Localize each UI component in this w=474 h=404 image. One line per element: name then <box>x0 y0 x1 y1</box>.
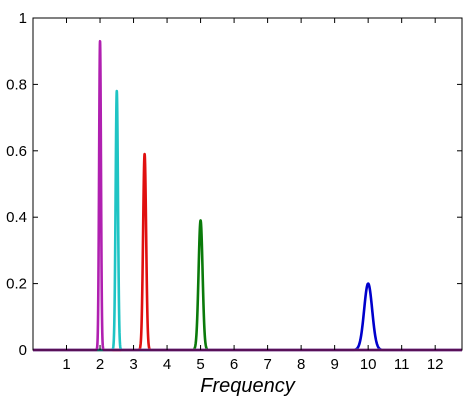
series-layer <box>32 39 463 352</box>
y-tick-label: 1 <box>19 10 27 27</box>
x-tick-label: 2 <box>96 356 104 373</box>
x-tick-label: 1 <box>62 356 70 373</box>
plot-frame <box>32 17 463 351</box>
x-axis: 1 2 3 4 5 6 7 8 9 10 11 12 <box>62 18 444 373</box>
x-tick-label: 6 <box>230 356 238 373</box>
x-tick-label: 9 <box>330 356 338 373</box>
x-tick-label: 10 <box>360 356 377 373</box>
x-tick-label: 8 <box>297 356 305 373</box>
series-line-5 <box>32 39 463 352</box>
x-tick-label: 11 <box>394 356 410 373</box>
x-axis-title: Frequency <box>200 375 295 397</box>
y-tick-label: 0.8 <box>6 76 27 93</box>
y-tick-label: 0.6 <box>6 143 27 160</box>
y-tick-label: 0 <box>19 342 27 359</box>
y-axis: 0 0.2 0.4 0.6 0.8 1 <box>6 10 462 359</box>
x-tick-label: 3 <box>129 356 137 373</box>
x-tick-label: 4 <box>163 356 171 373</box>
x-tick-label: 5 <box>196 356 204 373</box>
y-tick-label: 0.4 <box>6 209 27 226</box>
x-tick-label: 12 <box>427 356 444 373</box>
x-tick-label: 7 <box>263 356 271 373</box>
y-tick-label: 0.2 <box>6 276 27 293</box>
